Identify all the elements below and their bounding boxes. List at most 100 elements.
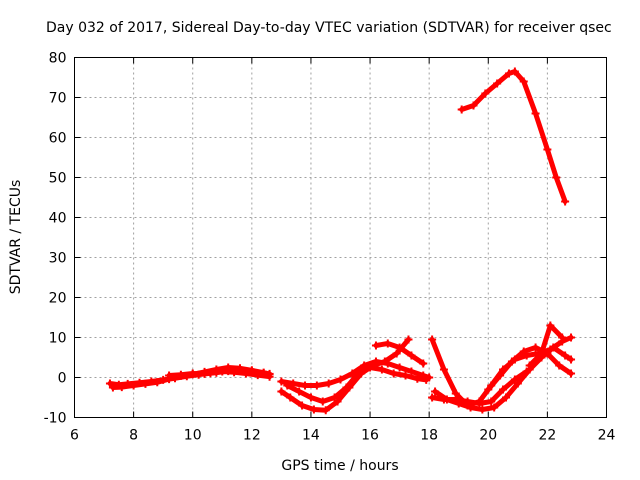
data-point-arc-7-3	[407, 351, 416, 360]
data-point-arc-8-0	[428, 335, 437, 344]
data-point-arc-13-1	[469, 101, 478, 110]
data-point-arc-5-11	[407, 367, 416, 376]
x-tick-label: 10	[184, 428, 202, 444]
data-point-arc-12-3	[558, 333, 567, 342]
data-point-arc-3-5	[224, 367, 233, 376]
data-point-arc-13-6	[519, 77, 528, 86]
data-point-arc-6-7	[366, 363, 375, 372]
data-point-arc-3-1	[176, 370, 185, 379]
data-point-arc-13-4	[504, 69, 513, 78]
axis-ticks	[74, 57, 607, 418]
data-point-arc-5-0	[277, 377, 286, 386]
data-point-arc-6-8	[377, 365, 386, 374]
data-point-arc-5-8	[371, 357, 380, 366]
data-point-arc-10-5	[487, 397, 496, 406]
data-point-arc-12-0	[525, 361, 534, 370]
data-point-arc-4-10	[392, 349, 401, 358]
data-point-arc-3-0	[165, 371, 174, 380]
data-point-arc-6-5	[342, 383, 351, 392]
data-point-arc-8-1	[439, 365, 448, 374]
data-point-arc-11-2	[507, 357, 516, 366]
data-point-arc-7-4	[419, 359, 428, 368]
data-marks	[105, 67, 576, 415]
data-point-arc-10-2	[451, 395, 460, 404]
data-point-arc-9-0	[431, 387, 440, 396]
x-tick-label: 16	[361, 428, 379, 444]
y-tick-label: 40	[49, 211, 67, 227]
data-point-arc-6-1	[295, 387, 304, 396]
data-point-arc-4-1	[286, 393, 295, 402]
data-point-arc-10-3	[463, 397, 472, 406]
x-tick-label: 18	[420, 428, 438, 444]
data-point-arc-5-5	[336, 375, 345, 384]
data-point-arc-5-10	[395, 363, 404, 372]
y-tick-label: 10	[49, 331, 67, 347]
data-point-arc-10-1	[439, 395, 448, 404]
data-point-arc-6-9	[389, 369, 398, 378]
x-tick-label: 12	[243, 428, 261, 444]
axes	[74, 57, 607, 418]
data-point-arc-13-2	[481, 89, 490, 98]
data-point-arc-13-0	[457, 105, 466, 114]
grid-lines	[74, 57, 607, 418]
data-point-arc-10-4	[475, 399, 484, 408]
y-tick-label: 60	[49, 131, 67, 147]
data-point-arc-4-2	[298, 401, 307, 410]
y-tick-label: 70	[49, 91, 67, 107]
data-point-arc-9-12	[567, 355, 576, 364]
series-line-arc-12	[527, 323, 565, 368]
x-tick-label: 20	[479, 428, 497, 444]
data-point-arc-4-4	[321, 406, 330, 415]
data-point-arc-11-1	[496, 371, 505, 380]
series-line-arc-13	[459, 69, 568, 204]
data-point-arc-12-1	[537, 349, 546, 358]
data-point-arc-7-0	[371, 341, 380, 350]
y-tick-label: 50	[49, 171, 67, 187]
data-point-arc-6-10	[401, 371, 410, 380]
data-point-arc-9-4	[478, 405, 487, 414]
x-tick-label: 22	[538, 428, 556, 444]
data-point-arc-9-5	[490, 403, 499, 412]
y-tick-label: 20	[49, 291, 67, 307]
data-point-arc-11-7	[567, 369, 576, 378]
data-point-arc-12-2	[546, 321, 555, 330]
data-point-arc-11-4	[531, 343, 540, 352]
x-axis-label: GPS time / hours	[281, 458, 398, 474]
y-tick-label: -10	[44, 411, 67, 427]
data-point-arc-11-3	[519, 347, 528, 356]
data-point-arc-3-8	[259, 368, 268, 377]
data-point-arc-9-3	[466, 403, 475, 412]
plot-frame	[74, 57, 607, 418]
data-point-arc-5-9	[383, 359, 392, 368]
data-point-arc-13-9	[552, 173, 561, 182]
data-point-arc-5-2	[301, 381, 310, 390]
chart-title: Day 032 of 2017, Sidereal Day-to-day VTE…	[46, 20, 612, 36]
x-tick-label: 14	[302, 428, 320, 444]
data-point-arc-7-2	[395, 343, 404, 352]
data-point-arc-13-3	[493, 79, 502, 88]
y-axis-label: SDTVAR / TECUs	[8, 180, 24, 295]
data-point-arc-3-2	[188, 369, 197, 378]
data-point-arc-2-3	[141, 379, 150, 388]
data-point-arc-6-6	[354, 369, 363, 378]
data-point-arc-5-4	[324, 379, 333, 388]
data-point-arc-10-6	[499, 385, 508, 394]
data-point-arc-4-11	[404, 335, 413, 344]
data-point-arc-3-4	[212, 368, 221, 377]
x-tick-label: 8	[129, 428, 138, 444]
data-point-arc-6-2	[306, 393, 315, 402]
data-point-arc-6-11	[413, 374, 422, 383]
data-point-arc-2-4	[153, 378, 162, 387]
data-point-arc-9-11	[561, 351, 570, 360]
data-point-arc-3-9	[265, 369, 274, 378]
data-point-arc-10-0	[428, 393, 437, 402]
data-point-arc-6-0	[283, 381, 292, 390]
data-point-arc-6-12	[422, 375, 431, 384]
x-tick-label: 24	[598, 428, 616, 444]
data-point-arc-6-3	[318, 397, 327, 406]
data-point-arc-9-10	[549, 343, 558, 352]
x-tick-label: 6	[70, 428, 79, 444]
data-point-arc-3-3	[200, 369, 209, 378]
y-tick-label: 0	[58, 371, 67, 387]
data-point-arc-3-7	[247, 367, 256, 376]
